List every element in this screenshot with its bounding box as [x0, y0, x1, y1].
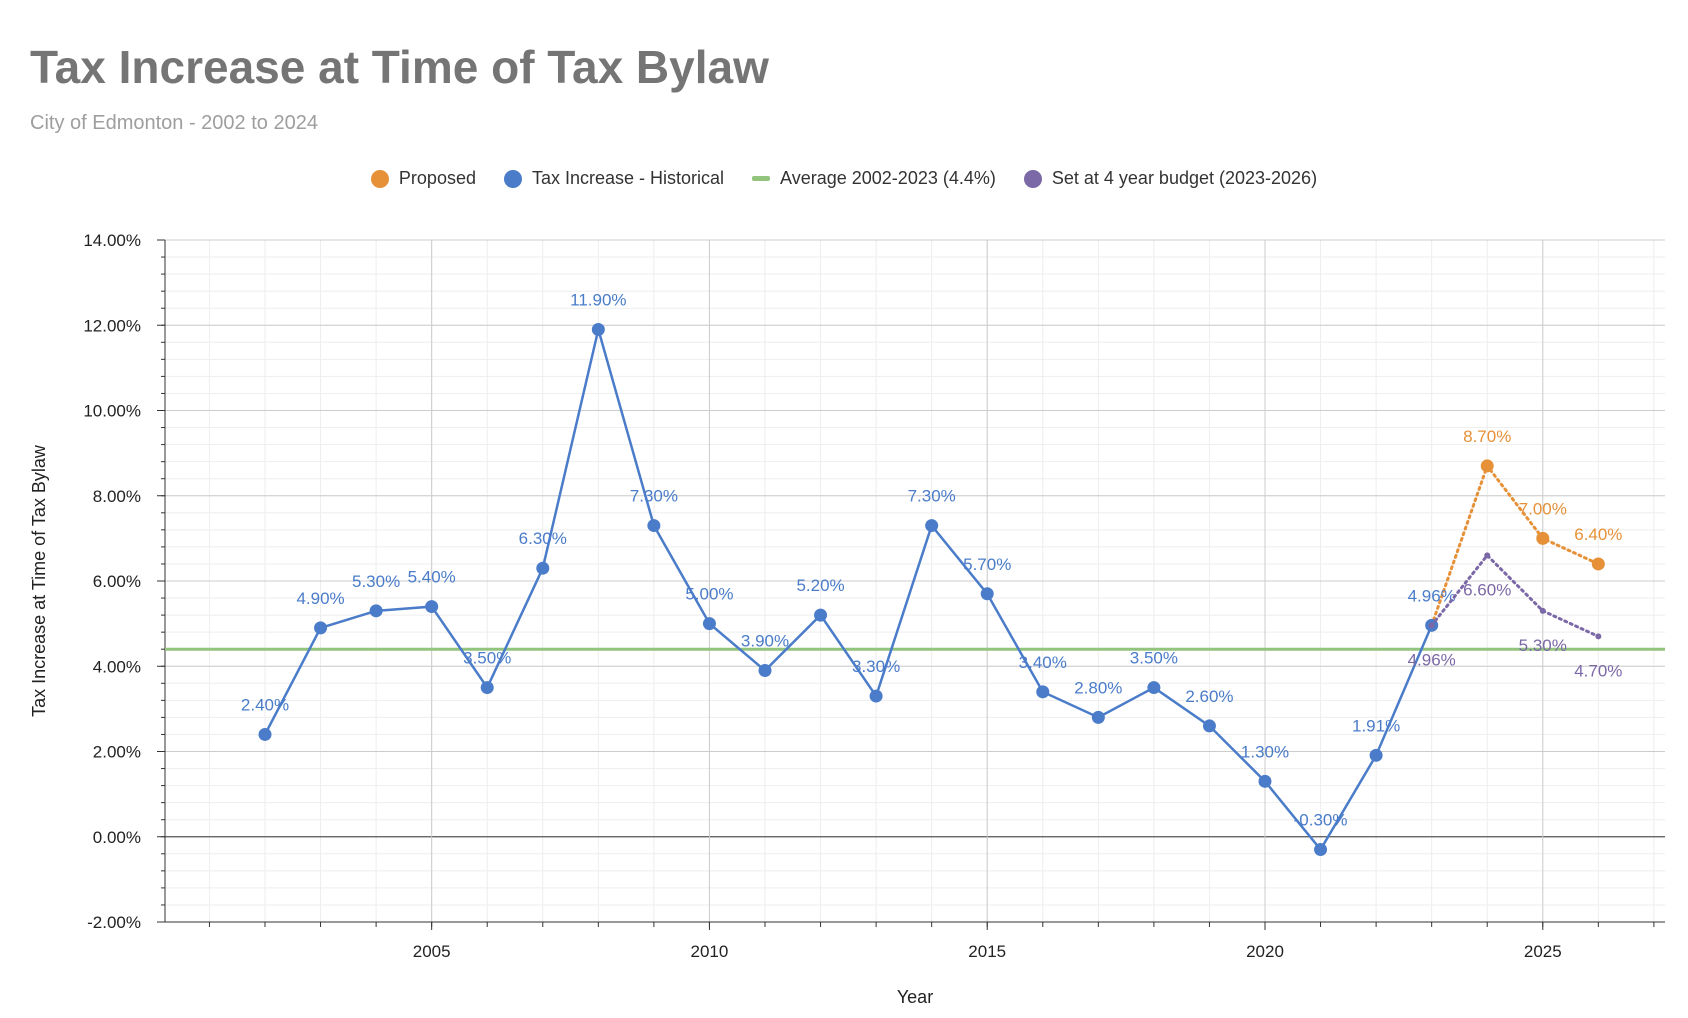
series-3-data-label: 5.30% — [1519, 636, 1567, 655]
series-1-point — [591, 323, 605, 337]
chart-title: Tax Increase at Time of Tax Bylaw — [30, 41, 769, 93]
series-1-point — [1036, 685, 1050, 699]
legend-label-historical: Tax Increase - Historical — [531, 168, 725, 188]
legend-item-historical[interactable]: Tax Increase - Historical — [503, 168, 725, 189]
series-3-point — [1595, 633, 1602, 640]
series-1-point — [480, 681, 494, 695]
series-3-data-label: 4.96% — [1408, 650, 1456, 669]
legend-item-budget[interactable]: Set at 4 year budget (2023-2026) — [1023, 168, 1318, 189]
series-1-point — [1091, 710, 1105, 724]
series-1-line — [263, 329, 1433, 852]
series-1-point — [1314, 843, 1328, 857]
series-1-data-label: 4.90% — [296, 589, 344, 608]
series-0-data-label: 7.00% — [1519, 499, 1567, 518]
series-1-data-label: 3.50% — [1130, 649, 1178, 668]
series-1-data-label: 2.80% — [1074, 678, 1122, 697]
legend-marker-historical — [503, 169, 522, 188]
series-1-point — [702, 617, 716, 631]
series-3-point — [1539, 607, 1546, 614]
series-1-point — [980, 587, 994, 601]
series-1-data-label: -0.30% — [1294, 811, 1348, 830]
series-3-line — [1430, 553, 1600, 638]
y-tick-label: 8.00% — [93, 487, 141, 506]
series-1-data-label: 5.00% — [685, 585, 733, 604]
y-axis-title: Tax Increase at Time of Tax Bylaw — [29, 444, 49, 717]
series-1-data-label: 3.90% — [741, 632, 789, 651]
series-3-point — [1428, 622, 1435, 629]
series-1-data-label: 3.50% — [463, 649, 511, 668]
series-1-data-label: 5.30% — [352, 572, 400, 591]
series-1-point — [869, 689, 883, 703]
y-tick-label: 14.00% — [83, 231, 141, 250]
series-3-point — [1484, 552, 1491, 559]
series-1-point — [369, 604, 383, 618]
series-1-point — [425, 600, 439, 614]
series-1-data-label: 6.30% — [519, 529, 567, 548]
legend-label-average: Average 2002-2023 (4.4%) — [780, 168, 996, 188]
series-1-point — [258, 727, 272, 741]
series-0-point — [1536, 531, 1550, 545]
series-1-data-label: 3.40% — [1019, 653, 1067, 672]
series-0-point — [1591, 557, 1605, 571]
series-1-point — [758, 664, 772, 678]
series-3-data-label: 4.70% — [1574, 661, 1622, 680]
series-0-point — [1480, 459, 1494, 473]
series-0-line — [1430, 462, 1600, 627]
series-1-data-label: 7.30% — [630, 487, 678, 506]
series-1-data-label: 11.90% — [570, 291, 626, 310]
x-axis-title: Year — [897, 987, 933, 1007]
series-1-point — [1258, 774, 1272, 788]
series-1-point — [925, 519, 939, 533]
series-1-data-label: 1.91% — [1352, 716, 1400, 735]
series-1-data-label: 5.20% — [796, 576, 844, 595]
series-1-point — [647, 519, 661, 533]
legend-label-proposed: Proposed — [398, 168, 476, 188]
series-1-point — [1369, 748, 1383, 762]
x-tick-label: 2010 — [691, 942, 729, 961]
series-1-data-label: 3.30% — [852, 657, 900, 676]
x-tick-label: 2005 — [413, 942, 451, 961]
x-tick-label: 2025 — [1524, 942, 1562, 961]
x-tick-label: 2015 — [968, 942, 1006, 961]
y-tick-label: 2.00% — [93, 743, 141, 762]
series-1-data-label: 4.96% — [1408, 586, 1456, 605]
series-3-data-label: 6.60% — [1463, 580, 1511, 599]
series-1-point — [1202, 719, 1216, 733]
y-tick-label: -2.00% — [87, 913, 141, 932]
series-1-data-label: 1.30% — [1241, 742, 1289, 761]
chart-subtitle: City of Edmonton - 2002 to 2024 — [30, 112, 318, 134]
legend-marker-average — [752, 176, 771, 181]
y-tick-label: 6.00% — [93, 572, 141, 591]
series-1-data-label: 5.70% — [963, 555, 1011, 574]
series-1-data-label: 2.60% — [1185, 687, 1233, 706]
y-tick-label: 4.00% — [93, 657, 141, 676]
series-1-point — [536, 561, 550, 575]
series-0-data-label: 6.40% — [1574, 525, 1622, 544]
legend-label-budget: Set at 4 year budget (2023-2026) — [1051, 168, 1318, 188]
series-0-data-label: 8.70% — [1463, 427, 1511, 446]
legend-item-proposed[interactable]: Proposed — [370, 168, 476, 189]
series-1-data-label: 7.30% — [908, 487, 956, 506]
series-1-point — [314, 621, 328, 635]
x-tick-label: 2020 — [1246, 942, 1284, 961]
series-1-data-label: 2.40% — [241, 695, 289, 714]
series-1-point — [1147, 681, 1161, 695]
chart-legend: Proposed Tax Increase - Historical Avera… — [0, 168, 1688, 189]
y-tick-label: 0.00% — [93, 828, 141, 847]
y-tick-label: 12.00% — [83, 316, 141, 335]
legend-item-average[interactable]: Average 2002-2023 (4.4%) — [752, 168, 996, 189]
series-1-data-label: 5.40% — [408, 568, 456, 587]
legend-marker-budget — [1023, 169, 1042, 188]
legend-marker-proposed — [370, 169, 389, 188]
series-1-point — [814, 608, 828, 622]
y-tick-label: 10.00% — [83, 402, 141, 421]
